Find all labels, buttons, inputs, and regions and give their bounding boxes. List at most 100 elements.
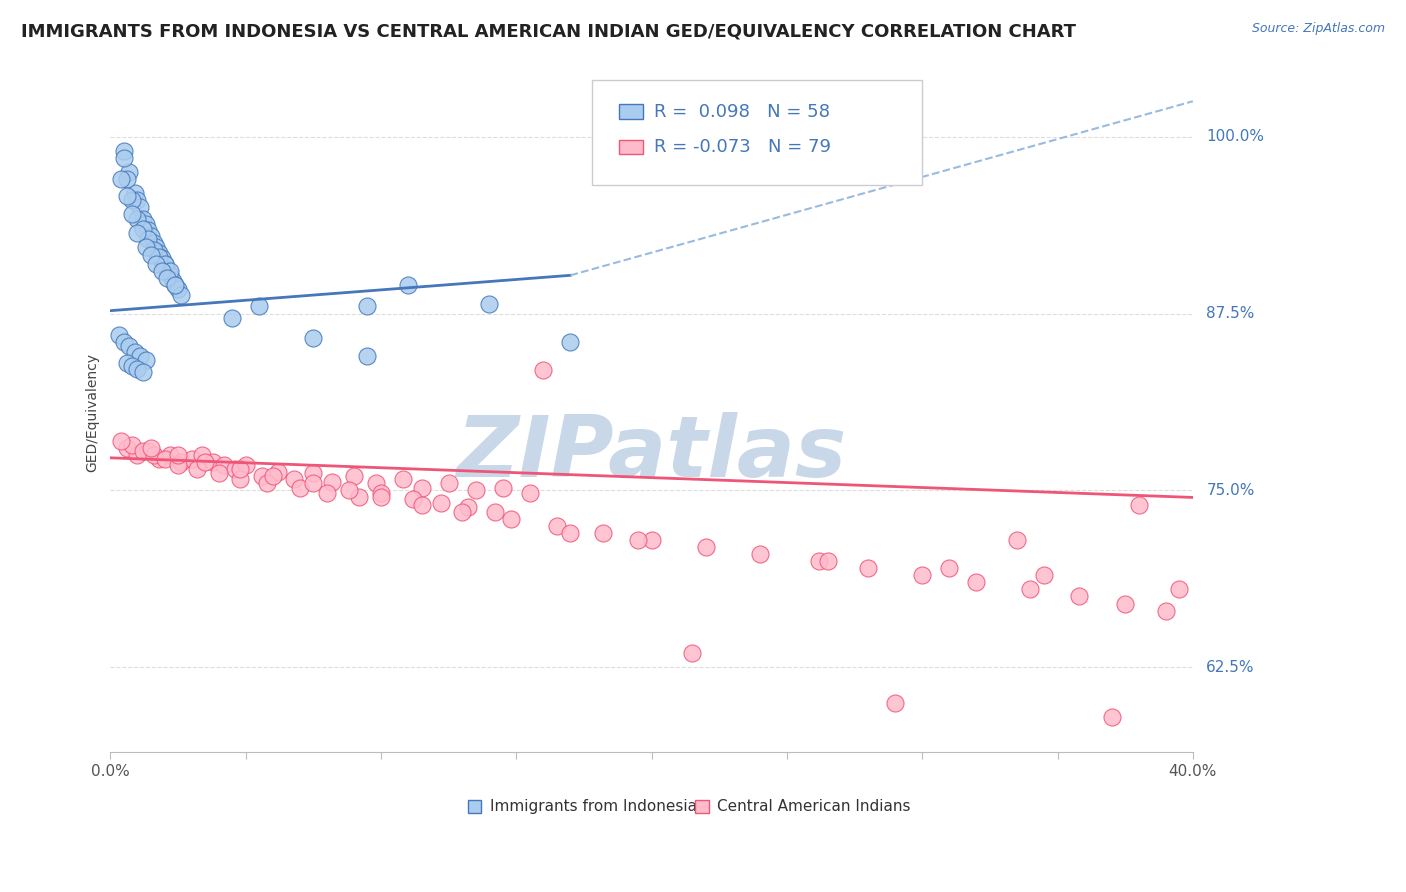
FancyBboxPatch shape — [695, 800, 709, 813]
Point — [370, 491, 392, 505]
Point — [451, 505, 474, 519]
Point — [107, 327, 129, 342]
Point — [191, 448, 214, 462]
Point — [139, 248, 162, 262]
Point — [531, 363, 554, 377]
Point — [121, 194, 143, 208]
Text: 87.5%: 87.5% — [1206, 306, 1254, 321]
Point — [492, 481, 515, 495]
Point — [159, 268, 181, 283]
Point — [695, 540, 717, 554]
Point — [1128, 498, 1150, 512]
Point — [167, 448, 190, 462]
Point — [202, 455, 225, 469]
Point — [145, 257, 167, 271]
Point — [110, 172, 132, 186]
Point — [124, 344, 146, 359]
Point — [115, 356, 138, 370]
Text: ZIPatlas: ZIPatlas — [457, 412, 846, 495]
Point — [1069, 590, 1091, 604]
Point — [142, 448, 165, 462]
Point — [464, 483, 486, 498]
Point — [364, 476, 387, 491]
Point — [224, 462, 246, 476]
Point — [965, 575, 987, 590]
Point — [139, 228, 162, 243]
Point — [1101, 710, 1123, 724]
Point — [1168, 582, 1191, 597]
FancyBboxPatch shape — [619, 104, 643, 120]
Text: 62.5%: 62.5% — [1206, 660, 1256, 674]
Point — [429, 496, 451, 510]
Point — [1019, 582, 1042, 597]
Point — [396, 278, 419, 293]
Point — [856, 561, 879, 575]
Point — [132, 364, 155, 378]
Point — [132, 221, 155, 235]
FancyBboxPatch shape — [468, 800, 481, 813]
Point — [127, 361, 149, 376]
Point — [499, 511, 522, 525]
Point — [129, 349, 152, 363]
Point — [124, 186, 146, 201]
Point — [135, 353, 157, 368]
Point — [112, 151, 135, 165]
Point — [136, 223, 159, 237]
Point — [411, 481, 433, 495]
Point — [180, 452, 202, 467]
Point — [194, 455, 217, 469]
Point — [121, 359, 143, 373]
Point — [411, 498, 433, 512]
Point — [132, 443, 155, 458]
Text: IMMIGRANTS FROM INDONESIA VS CENTRAL AMERICAN INDIAN GED/EQUIVALENCY CORRELATION: IMMIGRANTS FROM INDONESIA VS CENTRAL AME… — [21, 22, 1076, 40]
Point — [229, 462, 252, 476]
Point — [302, 330, 325, 344]
Text: Source: ZipAtlas.com: Source: ZipAtlas.com — [1251, 22, 1385, 36]
Point — [121, 207, 143, 221]
Point — [349, 491, 371, 505]
Point — [640, 533, 662, 547]
Point — [681, 646, 703, 660]
Point — [321, 475, 343, 489]
Point — [115, 172, 138, 186]
Point — [808, 554, 831, 568]
Point — [145, 240, 167, 254]
Point — [159, 448, 181, 462]
Point — [165, 278, 187, 293]
Point — [159, 264, 181, 278]
Point — [316, 486, 339, 500]
Point — [356, 300, 378, 314]
Point — [817, 554, 839, 568]
Point — [110, 434, 132, 448]
Point — [153, 257, 176, 271]
Point — [112, 144, 135, 158]
Point — [267, 465, 290, 479]
Y-axis label: GED/Equivalency: GED/Equivalency — [86, 353, 100, 472]
Point — [627, 533, 650, 547]
Point — [1005, 533, 1028, 547]
Point — [115, 189, 138, 203]
Point — [167, 282, 190, 296]
Point — [136, 443, 159, 458]
Point — [153, 452, 176, 467]
Point — [165, 278, 187, 293]
Point — [167, 458, 190, 472]
Point — [132, 211, 155, 226]
Point — [212, 458, 235, 472]
Point — [356, 349, 378, 363]
Point — [457, 500, 479, 515]
Point — [142, 235, 165, 250]
Point — [247, 300, 270, 314]
Point — [170, 288, 193, 302]
Point — [1114, 597, 1136, 611]
Point — [162, 274, 184, 288]
Point — [437, 476, 460, 491]
Point — [148, 452, 170, 467]
Text: 75.0%: 75.0% — [1206, 483, 1254, 498]
Point — [1154, 604, 1177, 618]
Point — [127, 194, 149, 208]
Point — [884, 696, 907, 710]
Point — [235, 458, 257, 472]
Text: Central American Indians: Central American Indians — [717, 799, 911, 814]
Point — [170, 455, 193, 469]
